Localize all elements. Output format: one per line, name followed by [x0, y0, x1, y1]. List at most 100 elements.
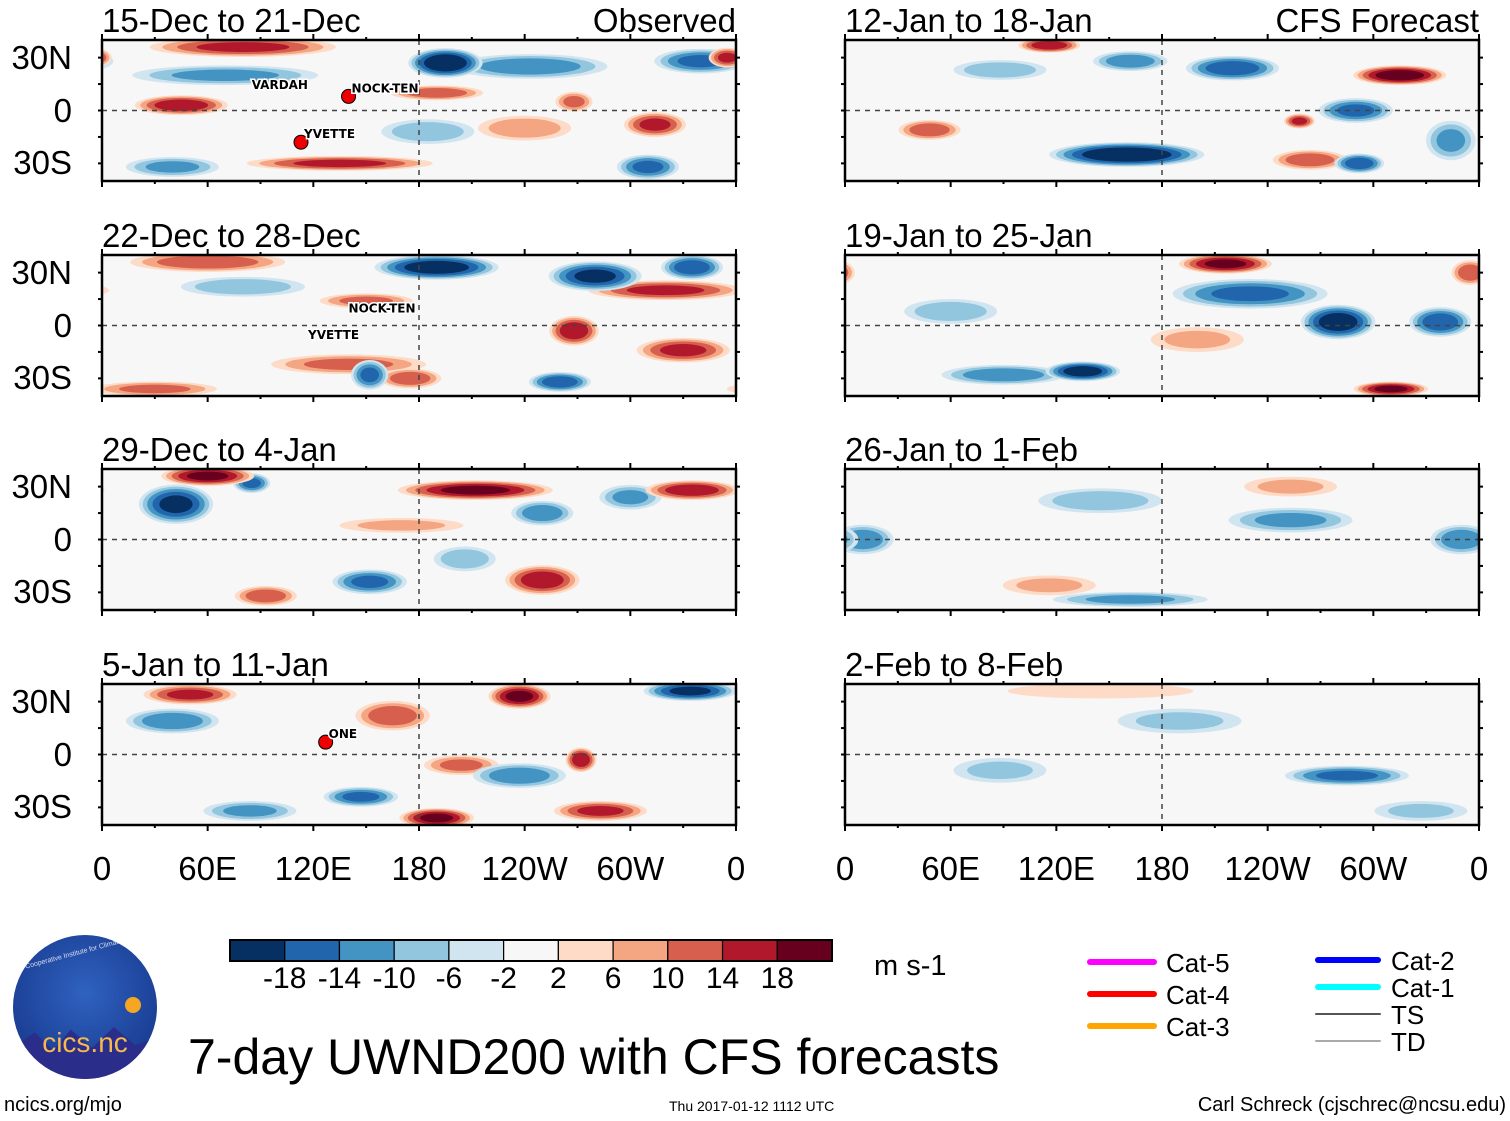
wind-anomaly-contour — [1344, 157, 1374, 170]
panel-title: 12-Jan to 18-Jan — [845, 2, 1093, 39]
x-axis-label: 60E — [178, 850, 238, 887]
wind-anomaly-contour — [577, 805, 624, 816]
wind-anomaly-contour — [563, 95, 585, 108]
legend-line-td — [1315, 1040, 1381, 1042]
colorbar-units: m s-1 — [874, 950, 947, 982]
wind-anomaly-contour — [783, 311, 829, 333]
wind-anomaly-contour — [632, 160, 664, 174]
wind-anomaly-contour — [572, 752, 590, 767]
wind-anomaly-contour — [9, 339, 90, 360]
wind-anomaly-contour — [430, 56, 461, 69]
wind-anomaly-contour — [665, 484, 719, 496]
wind-anomaly-contour — [119, 384, 191, 394]
wind-anomaly-contour — [780, 161, 834, 172]
panel-title: 2-Feb to 8-Feb — [845, 646, 1064, 683]
cics-logo: cics.nc Cooperative Institute for Climat… — [13, 935, 157, 1079]
legend-label: Cat-1 — [1391, 973, 1455, 1003]
panel-title: 5-Jan to 11-Jan — [102, 646, 329, 683]
map-panel: ONE — [102, 684, 736, 825]
x-axis-label: 120W — [1224, 850, 1311, 887]
main-title: 7-day UWND200 with CFS forecasts — [188, 1029, 1000, 1085]
wind-anomaly-contour — [145, 161, 200, 173]
wind-anomaly-contour — [404, 260, 469, 274]
wind-anomaly-contour — [479, 58, 581, 75]
map-panel: NOCK-TEN YVETTE — [9, 255, 736, 396]
wind-anomaly-contour — [1211, 286, 1289, 302]
panel-title: 29-Dec to 4-Jan — [102, 431, 337, 468]
legend-label: Cat-2 — [1391, 946, 1455, 976]
wind-anomaly-contour — [669, 686, 712, 696]
wind-anomaly-contour — [726, 385, 736, 393]
legend-label: Cat-5 — [1166, 948, 1230, 978]
colorbar-label: 14 — [705, 962, 740, 995]
storm-label: NOCK-TEN — [349, 302, 416, 316]
logo-text: cics.nc — [42, 1027, 128, 1058]
colorbar-label: 2 — [550, 962, 567, 995]
x-axis-label: 60E — [921, 850, 981, 887]
wind-anomaly-contour — [339, 296, 394, 306]
wind-anomaly-contour — [194, 279, 291, 295]
y-axis-label: 30N — [11, 682, 72, 720]
wind-anomaly-contour — [293, 159, 387, 168]
wind-anomaly-contour — [768, 159, 844, 175]
footer-url[interactable]: ncics.org/mjo — [4, 1094, 122, 1116]
wind-anomaly-contour — [351, 575, 389, 588]
colorbar-label: 10 — [651, 962, 685, 995]
x-axis-label: 0 — [835, 850, 855, 887]
y-axis-label: 30S — [13, 144, 72, 182]
wind-anomaly-contour — [788, 313, 824, 330]
wind-anomaly-contour — [1436, 129, 1466, 152]
wind-anomaly-contour — [159, 495, 193, 514]
footer-timestamp: Thu 2017-01-12 1112 UTC — [669, 1098, 835, 1114]
wind-anomaly-contour — [488, 118, 561, 138]
x-axis-label: 120E — [1017, 850, 1095, 887]
legend-line-cat-5 — [1087, 959, 1157, 965]
y-axis-label: 30S — [13, 573, 72, 611]
x-axis-label: 0 — [92, 850, 112, 887]
panel-title: 26-Jan to 1-Feb — [845, 431, 1078, 468]
wind-anomaly-contour — [793, 495, 826, 513]
legend-line-cat-4 — [1087, 991, 1157, 997]
wind-anomaly-contour — [786, 492, 833, 517]
wind-anomaly-contour — [845, 263, 852, 282]
wind-anomaly-contour — [914, 301, 987, 321]
wind-anomaly-contour — [740, 801, 833, 821]
wind-anomaly-contour — [488, 767, 550, 784]
map-panel: VARDAH NOCK-TEN YVETTE — [102, 40, 844, 181]
x-axis-label: 60W — [1339, 850, 1408, 887]
y-axis-label: 0 — [53, 306, 72, 344]
wind-anomaly-contour — [26, 344, 72, 356]
wind-anomaly-contour — [612, 490, 649, 505]
panel-tag: Observed — [592, 2, 736, 39]
colorbar-label: 6 — [604, 962, 622, 995]
legend-line-cat-3 — [1087, 1023, 1157, 1029]
x-axis-label: 180 — [1134, 850, 1190, 887]
panel-title: 19-Jan to 25-Jan — [845, 217, 1093, 254]
storm-marker-icon — [293, 134, 309, 150]
panel-tag: CFS Forecast — [1275, 2, 1479, 39]
wind-anomaly-contour — [909, 123, 950, 137]
wind-anomaly-contour — [626, 285, 705, 296]
wind-anomaly-contour — [639, 118, 671, 131]
wind-anomaly-contour — [1375, 70, 1425, 81]
wind-anomaly-contour — [16, 341, 82, 358]
wind-anomaly-contour — [733, 384, 780, 393]
y-axis-label: 0 — [53, 735, 72, 773]
legend-label: Cat-4 — [1166, 980, 1230, 1010]
wind-anomaly-contour — [779, 309, 834, 335]
wind-anomaly-contour — [1016, 578, 1083, 593]
wind-anomaly-contour — [520, 571, 564, 589]
wind-anomaly-contour — [521, 504, 563, 522]
panel-title: 15-Dec to 21-Dec — [102, 2, 361, 39]
wind-anomaly-contour — [717, 52, 736, 63]
storm-label: YVETTE — [303, 127, 355, 141]
y-axis-label: 30N — [11, 38, 72, 76]
wind-anomaly-contour — [797, 124, 837, 156]
wind-anomaly-contour — [674, 260, 710, 275]
wind-anomaly-contour — [775, 307, 837, 337]
wind-anomaly-contour — [781, 489, 839, 520]
wind-anomaly-contour — [1031, 41, 1068, 50]
y-axis-label: 0 — [53, 520, 72, 558]
storm-label: ONE — [329, 727, 357, 741]
wind-anomaly-contour — [391, 122, 464, 142]
